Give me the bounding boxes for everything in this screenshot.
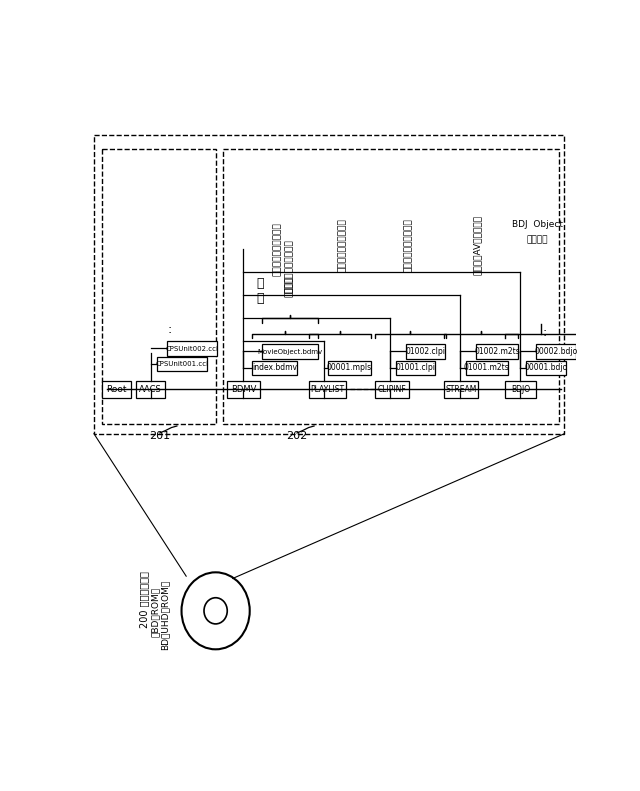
Bar — [157, 357, 207, 371]
Text: CLIPINF: CLIPINF — [377, 384, 406, 394]
Ellipse shape — [182, 573, 250, 649]
Bar — [262, 344, 318, 359]
Text: 00002.bdjo: 00002.bdjo — [534, 347, 577, 356]
Text: 200 情報記録媒体: 200 情報記録媒体 — [140, 571, 149, 628]
Bar — [396, 361, 435, 375]
Text: ファイル: ファイル — [285, 275, 294, 297]
Text: 01001.clpi: 01001.clpi — [396, 363, 436, 373]
Text: 201: 201 — [149, 431, 170, 441]
Text: 01002.clpi: 01002.clpi — [406, 347, 445, 356]
Bar — [102, 149, 216, 425]
Text: （BD－ROM，: （BD－ROM， — [150, 587, 159, 638]
Text: STREAM: STREAM — [445, 384, 477, 394]
Bar — [374, 380, 408, 398]
Text: PLAYLIST: PLAYLIST — [310, 384, 344, 394]
Text: CPSUnit002.cci: CPSUnit002.cci — [166, 346, 218, 352]
Text: :: : — [543, 326, 547, 339]
Text: BDJO: BDJO — [511, 384, 531, 394]
Text: 00001.mpls: 00001.mpls — [327, 363, 372, 373]
Bar — [167, 342, 217, 356]
Text: Root: Root — [106, 384, 127, 394]
Bar — [328, 361, 371, 375]
Bar — [406, 344, 445, 359]
Text: クリップ情報ファイル: クリップ情報ファイル — [404, 218, 413, 272]
Text: 01001.m2ts: 01001.m2ts — [464, 363, 509, 373]
Text: プレイリストファイル: プレイリストファイル — [337, 218, 346, 272]
Bar — [536, 344, 576, 359]
Bar — [223, 149, 559, 425]
Ellipse shape — [204, 598, 227, 624]
Bar — [506, 380, 536, 398]
Text: MovieObject.bdmv: MovieObject.bdmv — [257, 349, 323, 354]
Text: ファイル: ファイル — [527, 235, 548, 244]
Bar — [466, 361, 508, 375]
Bar — [252, 361, 297, 375]
Bar — [136, 380, 165, 398]
Text: CPSUnit001.cci: CPSUnit001.cci — [156, 361, 209, 367]
Text: ｝: ｝ — [256, 277, 264, 290]
Bar — [308, 380, 346, 398]
Text: AACS: AACS — [139, 384, 162, 394]
Text: 01002.m2ts: 01002.m2ts — [474, 347, 520, 356]
Text: 00001.bdjo: 00001.bdjo — [524, 363, 568, 373]
Text: index.bdmv: index.bdmv — [252, 363, 297, 373]
Text: :: : — [168, 324, 172, 336]
Text: インデックスファイル: インデックスファイル — [273, 222, 282, 276]
Bar — [525, 361, 566, 375]
Text: BDMV: BDMV — [231, 384, 256, 394]
Text: BD－UHD－ROM）: BD－UHD－ROM） — [160, 580, 169, 649]
Text: クリップAVストリーム: クリップAVストリーム — [473, 215, 482, 275]
Bar — [476, 344, 518, 359]
Text: BDJ  Object: BDJ Object — [512, 220, 563, 229]
Text: ムービーオブジェクト: ムービーオブジェクト — [285, 239, 294, 293]
Bar — [102, 380, 131, 398]
Bar — [444, 380, 478, 398]
Bar — [94, 135, 564, 433]
Text: 202: 202 — [286, 431, 308, 441]
Text: ｝: ｝ — [256, 293, 264, 305]
Bar — [227, 380, 260, 398]
